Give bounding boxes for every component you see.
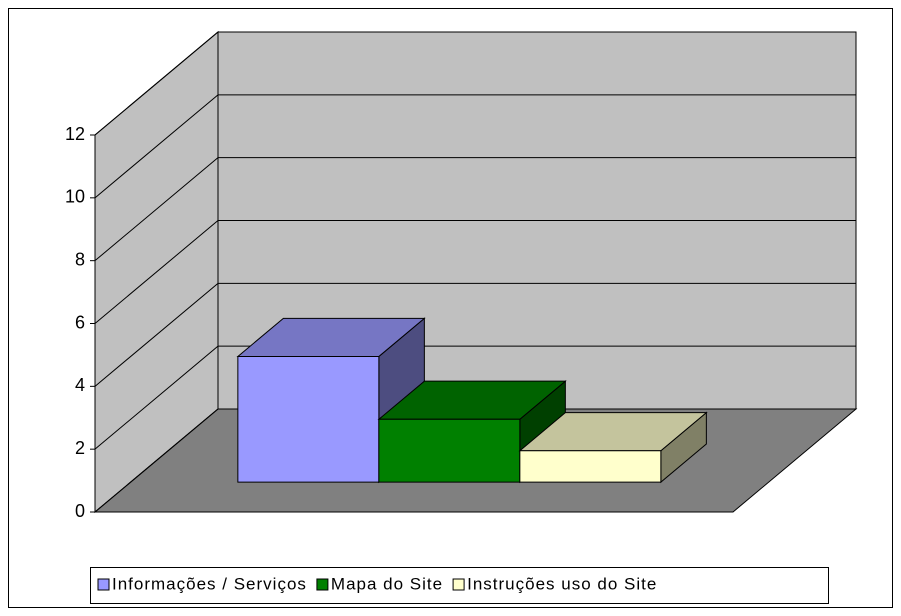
legend-label: Instruções uso do Site: [467, 574, 657, 593]
y-tick-label: 10: [65, 187, 85, 207]
legend-label: Informações / Serviços: [112, 574, 307, 593]
legend-marker: [97, 578, 110, 591]
y-tick-label: 6: [75, 312, 85, 332]
y-tick-label: 2: [75, 438, 85, 458]
grid-line: [94, 31, 856, 136]
bar-front: [519, 450, 662, 483]
grid-line: [94, 282, 856, 387]
grid-line: [94, 157, 856, 262]
legend-label: Mapa do Site: [331, 574, 443, 593]
bar-front: [237, 355, 380, 483]
grid-line: [94, 345, 856, 450]
y-tick-label: 12: [65, 124, 85, 144]
bar-front: [378, 418, 521, 483]
grid-line: [94, 220, 856, 324]
bar: [377, 380, 567, 484]
y-tick-label: 0: [75, 501, 85, 521]
legend-marker: [452, 578, 465, 591]
legend-marker: [316, 578, 329, 591]
bar: [518, 411, 708, 484]
grid-line: [94, 408, 856, 513]
grid-line: [94, 94, 856, 199]
y-tick-label: 8: [75, 249, 85, 269]
y-tick-label: 4: [75, 375, 85, 395]
